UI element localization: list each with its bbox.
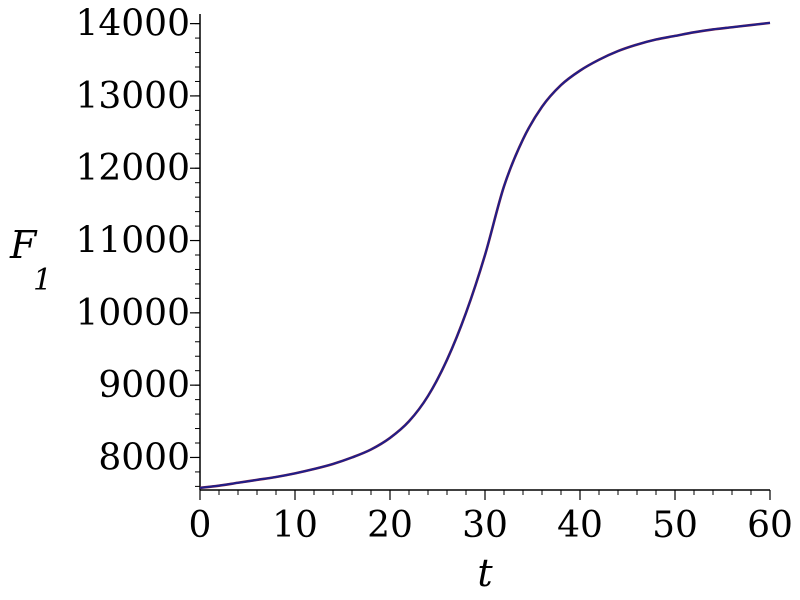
- series-line: [199, 21, 771, 489]
- y-tick-label: 10000: [75, 293, 190, 334]
- ticks-layer: [190, 23, 771, 500]
- x-tick-label: 20: [367, 505, 413, 546]
- y-tick-label: 14000: [75, 4, 190, 45]
- x-tick-label: 30: [462, 505, 508, 546]
- y-tick-label: 9000: [98, 365, 190, 406]
- x-tick-label: 60: [747, 505, 793, 546]
- labels-layer: 8000 9000 10000 11000 12000 13000 14000 0 10 20 30…: [9, 4, 793, 595]
- x-tick-label: 0: [189, 505, 212, 546]
- y-axis-label-subscript: 1: [33, 263, 52, 298]
- x-tick-label: 10: [272, 505, 318, 546]
- y-tick-label: 13000: [75, 76, 190, 117]
- x-axis-label: t: [477, 551, 493, 595]
- x-tick-label: 50: [652, 505, 698, 546]
- y-tick-label: 11000: [75, 221, 190, 262]
- series-layer: [199, 21, 771, 490]
- x-tick-label: 40: [557, 505, 603, 546]
- y-tick-label: 8000: [98, 437, 190, 478]
- y-axis-label: F: [9, 223, 38, 267]
- axes-layer: [199, 14, 770, 491]
- y-tick-label: 12000: [75, 148, 190, 189]
